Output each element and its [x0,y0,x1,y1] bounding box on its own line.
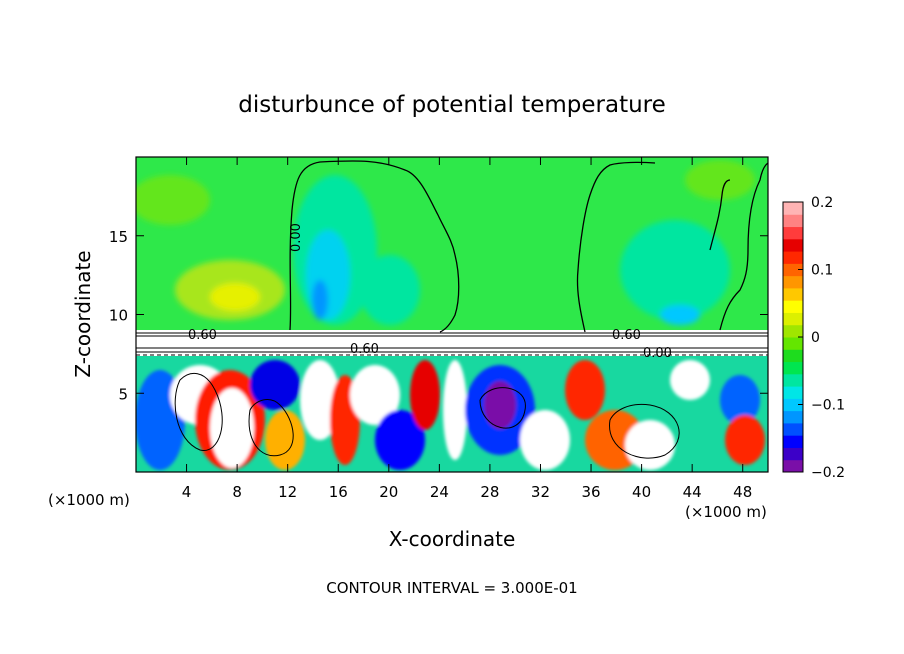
colorbar-tick-label: 0.1 [811,263,833,279]
lower-field-patches [136,360,765,470]
colorbar-swatch [783,422,803,436]
colorbar-swatch [783,312,803,326]
y-axis-title: Z-coordinate [71,250,95,377]
colorbar: 0.2 0.1 0 −0.1 −0.2 [782,195,845,481]
colorbar-swatch [783,386,803,399]
colorbar-swatch [783,337,803,350]
colorbar-swatch [783,202,803,215]
colorbar-swatch [783,447,803,461]
colorbar-swatch [783,214,803,228]
upper-contours [289,160,768,333]
y-tick-label: 15 [109,228,128,246]
x-unit-label-right: (×1000 m) [685,503,767,521]
colorbar-swatch [783,287,803,301]
lower-contours [174,372,680,459]
contour-interval-footer: CONTOUR INTERVAL = 3.000E-01 [326,579,577,597]
x-tick-label: 44 [683,483,702,501]
colorbar-swatch [783,238,803,252]
colorbar-tick-label: −0.1 [811,398,845,414]
svg-text:0.60: 0.60 [350,342,379,357]
colorbar-tick-label: 0 [811,330,820,346]
colorbar-swatch [783,263,803,277]
colorbar-swatch [783,275,803,289]
colorbar-swatch [783,251,803,264]
x-tick-label: 12 [278,483,297,501]
colorbar-swatch [783,300,803,313]
colorbar-swatch [783,410,803,424]
x-tick-label: 36 [581,483,600,501]
contour-label-glyphs: 0.00 0.60 0.60 0.60 0.00 [188,223,672,361]
x-tick-label: 24 [430,483,449,501]
y-tick-label: 10 [109,307,128,325]
colorbar-tick-label: −0.2 [811,465,845,481]
field-layer: 0.00 0.60 0.60 0.60 0.00 [136,157,768,472]
x-tick-label: 8 [232,483,242,501]
colorbar-swatch [783,349,803,363]
x-axis-title: X-coordinate [389,527,516,551]
svg-text:0.60: 0.60 [188,328,217,343]
chart-title: disturbunce of potential temperature [238,92,666,118]
x-tick-label: 20 [379,483,398,501]
colorbar-swatch [783,324,803,338]
svg-text:0.00: 0.00 [289,223,304,252]
colorbar-tick-label: 0.2 [811,195,833,211]
colorbar-swatch [783,398,803,412]
colorbar-swatch [783,459,803,473]
x-tick-label: 48 [733,483,752,501]
boundary-band [136,330,768,355]
x-tick-label: 28 [480,483,499,501]
x-tick-label: 16 [329,483,348,501]
x-tick-label: 4 [182,483,192,501]
svg-text:0.00: 0.00 [643,346,672,361]
boundary-contours [136,332,768,356]
upper-field-patches [136,160,755,325]
x-tick-label: 32 [531,483,550,501]
x-tick-label: 40 [632,483,651,501]
colorbar-swatch [783,226,803,240]
colorbar-swatch [783,373,803,387]
colorbar-swatch [783,361,803,375]
y-tick-label: 5 [118,385,128,403]
svg-text:0.60: 0.60 [612,328,641,343]
colorbar-swatch [783,435,803,448]
x-unit-label-left: (×1000 m) [48,491,130,509]
